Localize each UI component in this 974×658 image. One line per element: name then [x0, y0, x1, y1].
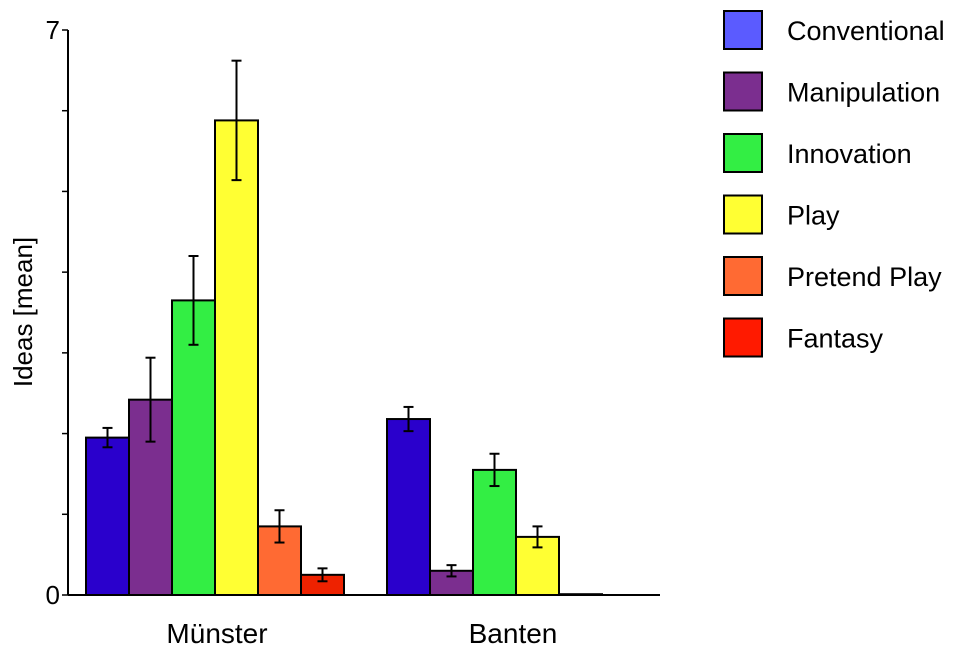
legend-item-pretend-play: Pretend Play [723, 256, 942, 296]
y-tick-label-7: 7 [46, 15, 60, 45]
legend-swatch [723, 256, 763, 296]
legend-item-fantasy: Fantasy [723, 317, 884, 358]
bar-innovation-1 [472, 468, 517, 596]
axes: Ideas [mean] 0 7 Münster Banten [8, 15, 660, 649]
error-bar-manipulation-0 [145, 356, 156, 443]
legend-item-conventional: Conventional [723, 10, 945, 50]
x-category-label-0: Münster [166, 618, 267, 649]
x-category-label-1: Banten [469, 618, 558, 649]
plot-area [85, 59, 603, 597]
legend-item-manipulation: Manipulation [723, 71, 940, 112]
error-bar-innovation-0 [188, 255, 199, 346]
error-bar-play-0 [231, 59, 242, 182]
error-bar-manipulation-1 [446, 564, 457, 578]
legend-swatch [723, 317, 763, 358]
legend-label: Fantasy [787, 324, 884, 354]
error-bar-pretend-play-0 [274, 509, 285, 544]
legend-label: Conventional [787, 16, 945, 46]
legend-swatch [723, 133, 763, 173]
legend-label: Manipulation [787, 78, 940, 108]
legend-swatch [723, 194, 763, 235]
legend-label: Pretend Play [787, 262, 942, 292]
bar-conventional-1 [386, 418, 431, 596]
legend-label: Innovation [787, 139, 912, 169]
error-bar-conventional-0 [102, 426, 113, 449]
legend: Conventional Manipulation Innovation Play Pr… [723, 10, 945, 358]
error-bar-conventional-1 [403, 405, 414, 433]
legend-item-innovation: Innovation [723, 133, 912, 173]
y-axis-label: Ideas [mean] [8, 237, 38, 387]
legend-swatch [723, 71, 763, 112]
legend-swatch [723, 10, 763, 50]
error-bar-play-1 [532, 525, 543, 549]
bar-conventional-0 [85, 436, 130, 596]
legend-label: Play [787, 201, 840, 231]
bar-play-0 [214, 119, 259, 597]
error-bar-innovation-1 [489, 452, 500, 488]
legend-item-play: Play [723, 194, 840, 235]
error-bar-fantasy-0 [317, 567, 328, 583]
y-tick-label-0: 0 [46, 580, 60, 610]
